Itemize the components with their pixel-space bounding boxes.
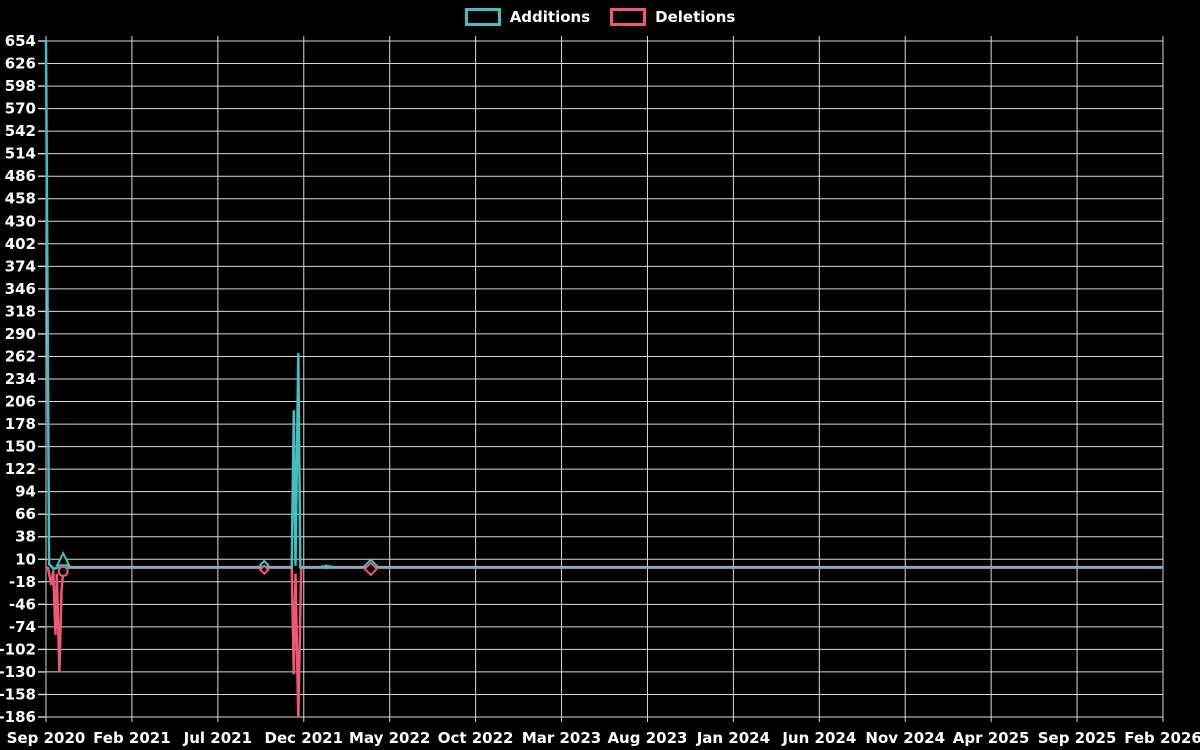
x-axis-label: Jul 2021 [183,729,252,747]
y-axis-label: 542 [5,122,36,140]
y-axis-label: 514 [5,145,36,163]
y-axis-label: 430 [5,212,36,230]
additions-swatch-icon [464,8,501,26]
x-axis-label: May 2022 [349,729,430,747]
deletions-swatch-icon [610,8,647,26]
x-axis-label: Sep 2020 [7,729,86,747]
y-axis-label: -46 [9,595,36,613]
x-axis-label: Aug 2023 [607,729,687,747]
y-axis-label: 458 [5,190,36,208]
y-axis-label: 402 [5,235,36,253]
y-axis-label: 262 [5,347,36,365]
y-axis-label: 234 [5,370,36,388]
y-axis-label: 626 [5,55,36,73]
x-axis-label: Mar 2023 [522,729,601,747]
y-axis-label: 290 [5,325,36,343]
x-axis-label: Jun 2024 [781,729,856,747]
y-axis-label: 206 [5,393,36,411]
x-axis-label: Feb 2026 [1124,729,1200,747]
deletions-circle-marker [57,565,69,577]
x-axis-label: Apr 2025 [953,729,1030,747]
y-axis-label: 374 [5,257,36,275]
y-axis-label: -130 [0,663,36,681]
y-axis-label: 66 [15,505,36,523]
y-axis-label: -186 [0,708,36,726]
chart-legend: Additions Deletions [0,8,1200,26]
y-axis-label: 122 [5,460,36,478]
legend-label-deletions: Deletions [655,8,736,26]
y-axis-label: 346 [5,280,36,298]
y-axis-label: 598 [5,77,36,95]
deletions-diamond-marker [363,561,379,577]
x-axis-label: Nov 2024 [865,729,945,747]
y-axis-label: -158 [0,685,36,703]
deletions-diamond-marker [258,564,270,576]
y-axis-label: 654 [5,32,36,50]
y-axis-label: 94 [15,483,36,501]
x-axis-label: Jan 2024 [696,729,770,747]
x-axis-label: Dec 2021 [265,729,344,747]
legend-item-deletions[interactable]: Deletions [610,8,735,26]
y-axis-label: 10 [15,550,36,568]
y-axis-label: -18 [9,573,36,591]
additions-triangle-marker [55,551,71,567]
y-axis-label: 570 [5,100,36,118]
legend-item-additions[interactable]: Additions [464,8,591,26]
x-axis-label: Feb 2021 [93,729,171,747]
y-axis-label: -74 [9,618,36,636]
y-axis-label: -102 [0,640,36,658]
x-axis-label: Sep 2025 [1038,729,1117,747]
x-axis-label: Oct 2022 [438,729,514,747]
additions-line [44,40,1163,571]
y-axis-label: 318 [5,302,36,320]
y-axis-label: 150 [5,438,36,456]
y-axis-label: 178 [5,415,36,433]
y-axis-label: 486 [5,167,36,185]
legend-label-additions: Additions [509,8,591,26]
y-axis-label: 38 [15,528,36,546]
